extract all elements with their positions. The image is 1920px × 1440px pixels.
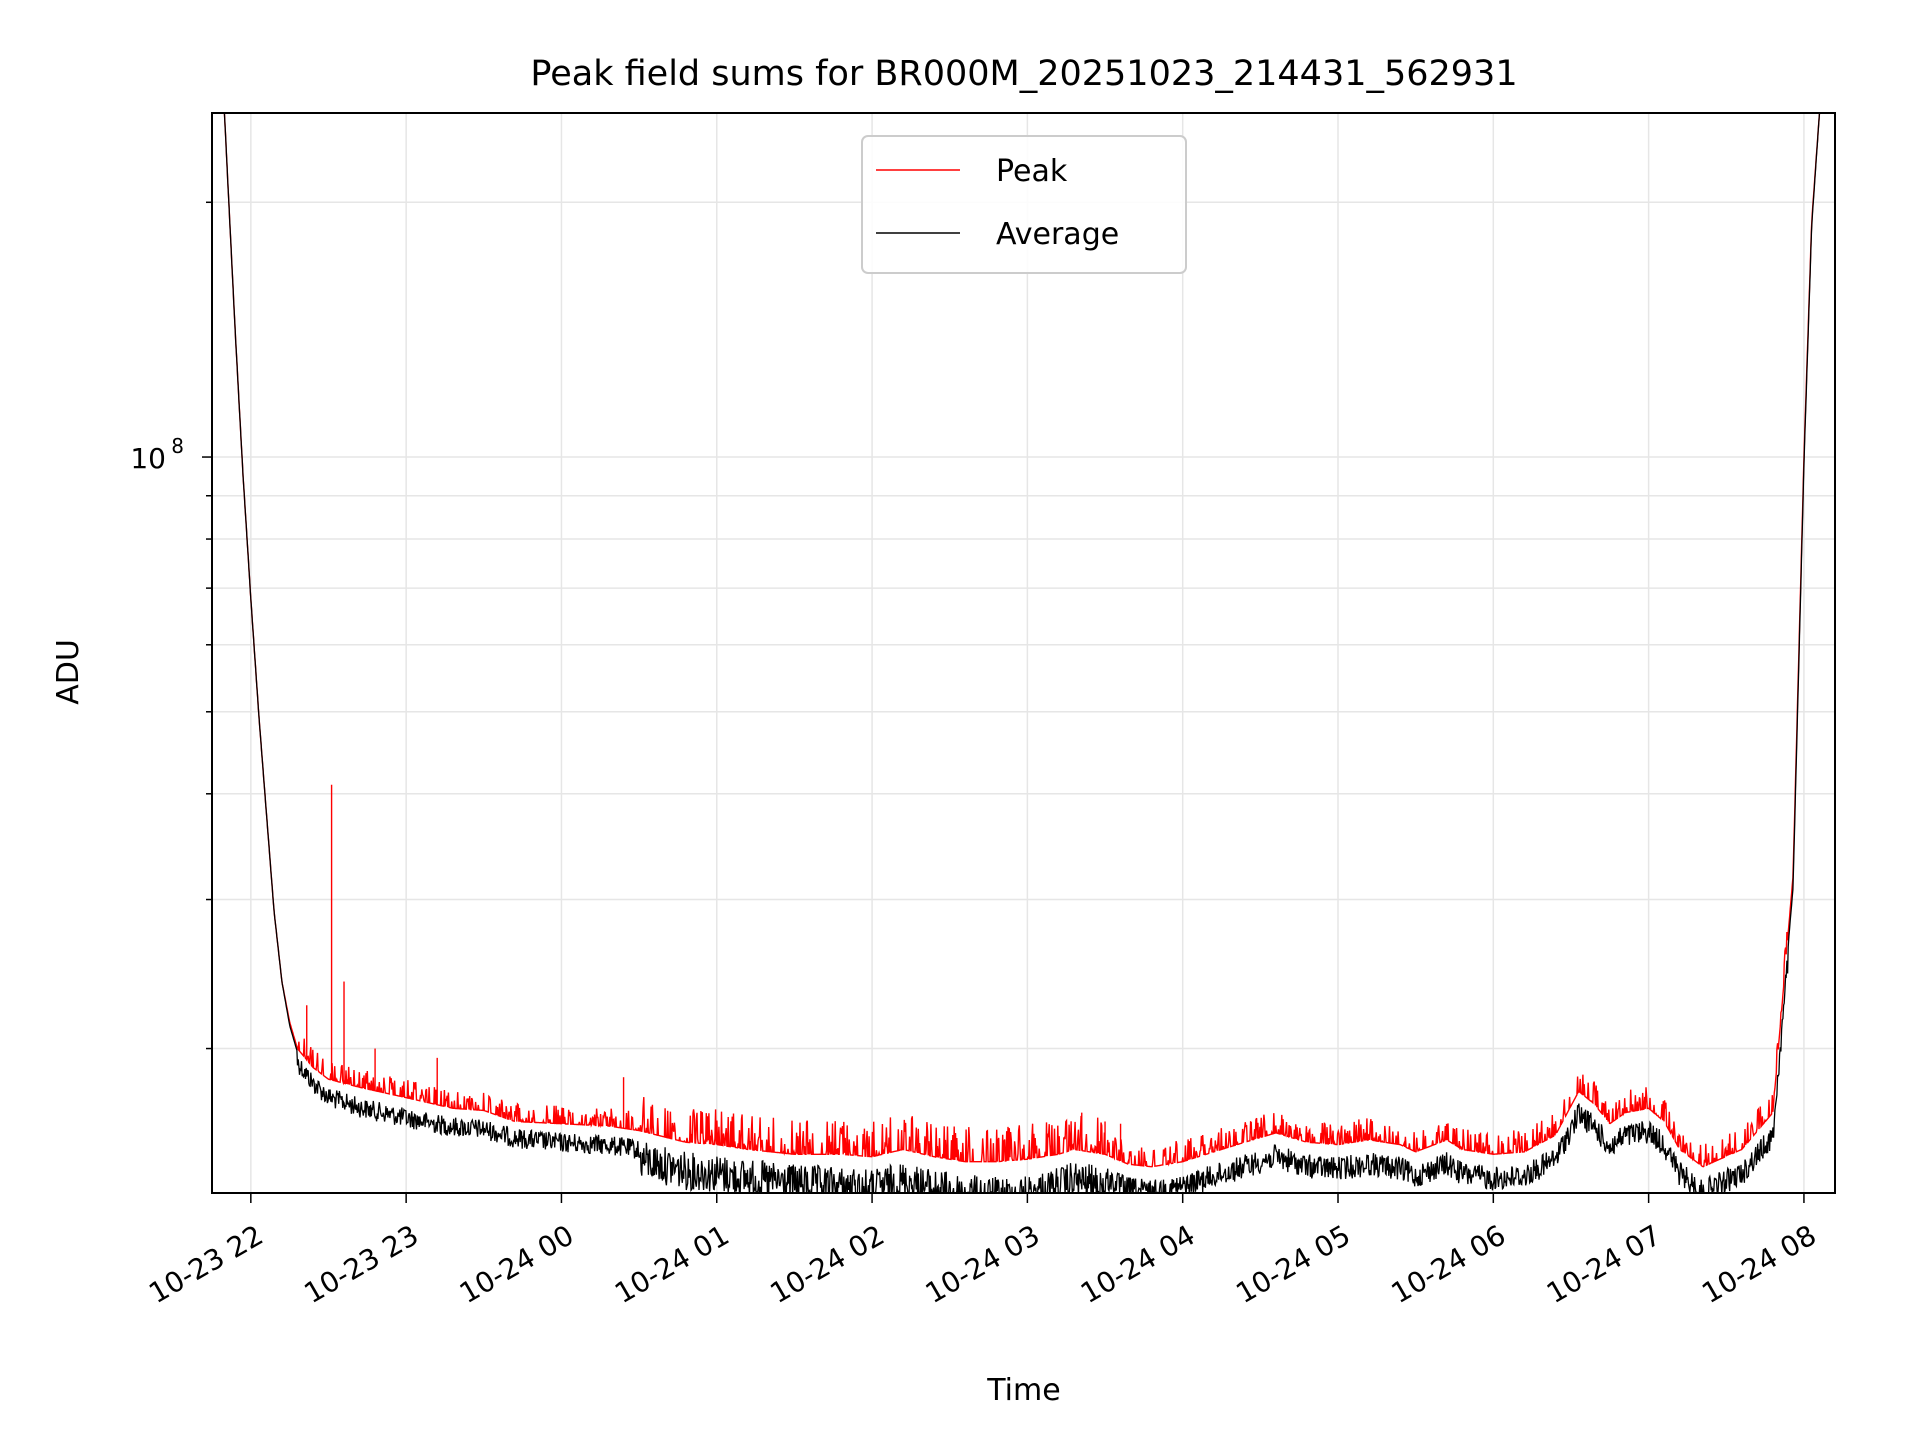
legend: Peak Average bbox=[861, 135, 1187, 274]
series-line-average bbox=[223, 113, 1821, 1193]
chart-title: Peak field sums for BR000M_20251023_2144… bbox=[530, 54, 1517, 94]
legend-label-peak: Peak bbox=[996, 154, 1068, 189]
grid bbox=[212, 113, 1835, 1193]
legend-label-average: Average bbox=[996, 217, 1119, 252]
y-axis-ticks: 10 8 bbox=[130, 201, 212, 1050]
y-tick-label: 10 bbox=[130, 442, 166, 475]
series-line-peak bbox=[223, 113, 1821, 1168]
plot-frame bbox=[211, 112, 1836, 1194]
y-axis-label: ADU bbox=[51, 639, 86, 705]
y-tick-exponent: 8 bbox=[171, 434, 184, 458]
x-axis-label: Time bbox=[986, 1373, 1060, 1408]
series-layer bbox=[223, 113, 1821, 1193]
